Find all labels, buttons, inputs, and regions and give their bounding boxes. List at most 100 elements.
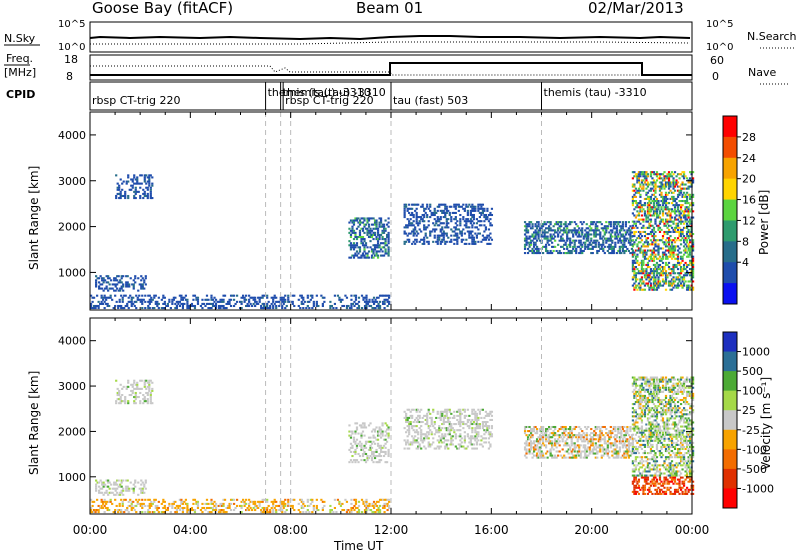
- data-cell: [662, 173, 664, 175]
- data-cell: [471, 220, 473, 222]
- data-cell: [107, 486, 109, 488]
- data-cell: [446, 415, 448, 417]
- data-cell: [429, 216, 431, 218]
- data-cell: [210, 297, 212, 299]
- data-cell: [365, 295, 367, 297]
- data-cell: [388, 301, 390, 303]
- data-cell: [356, 228, 358, 230]
- data-cell: [210, 307, 212, 309]
- data-cell: [571, 432, 573, 434]
- data-cell: [414, 228, 416, 230]
- data-cell: [150, 187, 152, 189]
- data-cell: [477, 439, 479, 441]
- data-cell: [149, 511, 151, 513]
- data-cell: [381, 447, 383, 449]
- data-cell: [486, 218, 488, 220]
- data-cell: [659, 280, 661, 282]
- data-cell: [443, 235, 445, 237]
- data-cell: [480, 439, 482, 441]
- data-cell: [657, 278, 659, 280]
- data-cell: [651, 177, 653, 179]
- data-cell: [680, 239, 682, 241]
- data-cell: [371, 431, 373, 433]
- data-cell: [547, 242, 549, 244]
- data-cell: [371, 457, 373, 459]
- data-cell: [128, 501, 130, 503]
- data-cell: [354, 443, 356, 445]
- data-cell: [447, 439, 449, 441]
- data-cell: [654, 278, 656, 280]
- data-cell: [404, 439, 406, 441]
- data-cell: [583, 221, 585, 223]
- data-cell: [152, 299, 154, 301]
- data-cell: [663, 223, 665, 225]
- data-cell: [350, 451, 352, 453]
- data-cell: [482, 204, 484, 206]
- data-cell: [654, 188, 656, 190]
- data-cell: [559, 450, 561, 452]
- data-cell: [431, 419, 433, 421]
- data-cell: [468, 425, 470, 427]
- data-cell: [488, 235, 490, 237]
- data-cell: [410, 218, 412, 220]
- data-cell: [387, 226, 389, 228]
- data-cell: [387, 255, 389, 257]
- data-cell: [444, 417, 446, 419]
- data-cell: [387, 428, 389, 430]
- data-cell: [587, 240, 589, 242]
- data-cell: [248, 301, 250, 303]
- data-cell: [145, 480, 147, 482]
- data-cell: [677, 276, 679, 278]
- data-cell: [596, 240, 598, 242]
- data-cell: [101, 288, 103, 290]
- data-cell: [486, 216, 488, 218]
- data-cell: [550, 450, 552, 452]
- data-cell: [219, 511, 221, 513]
- data-cell: [405, 241, 407, 243]
- data-cell: [674, 208, 676, 210]
- data-cell: [462, 239, 464, 241]
- data-cell: [387, 455, 389, 457]
- data-cell: [459, 222, 461, 224]
- data-cell: [666, 264, 668, 266]
- data-cell: [551, 436, 553, 438]
- data-cell: [366, 222, 368, 224]
- data-cell: [356, 255, 358, 257]
- data-cell: [489, 218, 491, 220]
- data-cell: [660, 194, 662, 196]
- data-cell: [104, 279, 106, 281]
- data-cell: [633, 283, 635, 285]
- data-cell: [183, 297, 185, 299]
- data-cell: [461, 437, 463, 439]
- data-cell: [269, 509, 271, 511]
- data-cell: [468, 243, 470, 245]
- data-cell: [92, 505, 94, 507]
- data-cell: [368, 301, 370, 303]
- data-cell: [625, 250, 627, 252]
- power-data-cells: [90, 171, 694, 309]
- data-cell: [527, 252, 529, 254]
- data-cell: [657, 258, 659, 260]
- data-cell: [378, 238, 380, 240]
- data-cell: [253, 507, 255, 509]
- data-cell: [356, 447, 358, 449]
- data-cell: [550, 428, 552, 430]
- data-cell: [419, 443, 421, 445]
- data-cell: [562, 428, 564, 430]
- data-cell: [545, 453, 547, 455]
- data-cell: [645, 194, 647, 196]
- data-cell: [416, 417, 418, 419]
- data-cell: [635, 280, 637, 282]
- data-cell: [358, 505, 360, 507]
- data-cell: [553, 448, 555, 450]
- data-cell: [653, 171, 655, 173]
- data-cell: [144, 398, 146, 400]
- data-cell: [359, 246, 361, 248]
- data-cell: [136, 178, 138, 180]
- data-cell: [356, 445, 358, 447]
- data-cell: [377, 303, 379, 305]
- data-cell: [119, 505, 121, 507]
- data-cell: [144, 191, 146, 193]
- colorbar-swatch: [723, 200, 737, 221]
